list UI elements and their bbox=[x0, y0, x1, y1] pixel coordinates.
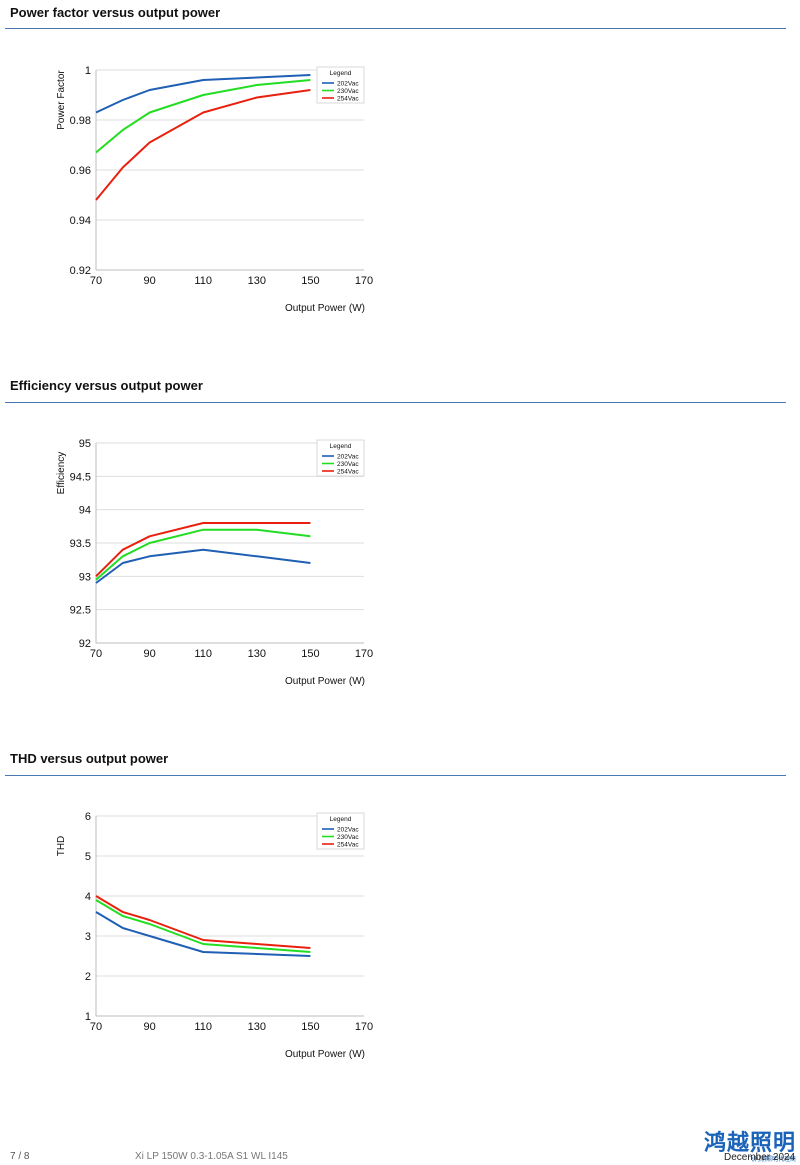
x-tick-label: 170 bbox=[355, 1021, 373, 1033]
legend-label: 254Vac bbox=[337, 841, 359, 848]
document-date: December 2024 bbox=[724, 1152, 796, 1163]
legend-label: 230Vac bbox=[337, 834, 359, 841]
y-axis-label: Power Factor bbox=[56, 70, 67, 130]
y-tick-label: 0.98 bbox=[70, 115, 91, 127]
y-tick-label: 92.5 bbox=[70, 605, 91, 617]
y-tick-label: 93 bbox=[79, 571, 91, 583]
series-line-202vac bbox=[95, 548, 311, 584]
legend-box bbox=[316, 812, 365, 850]
series-line-230vac bbox=[95, 528, 311, 581]
legend-label: 202Vac bbox=[337, 453, 359, 460]
y-axis-label: THD bbox=[56, 836, 67, 857]
y-tick-label: 1 bbox=[85, 65, 91, 77]
x-tick-label: 90 bbox=[143, 648, 155, 660]
series-line-230vac bbox=[95, 899, 311, 953]
y-tick-label: 95 bbox=[79, 438, 91, 450]
legend-title: Legend bbox=[330, 816, 352, 823]
thd-chart: 1 2 3 4 5 6 70 90 110 130 150 170 Output Power (W) TH… bbox=[56, 811, 373, 1060]
legend-label: 230Vac bbox=[337, 88, 359, 95]
x-tick-label: 110 bbox=[194, 275, 212, 287]
y-tick-label: 0.96 bbox=[70, 165, 91, 177]
x-tick-label: 170 bbox=[355, 648, 373, 660]
legend-box bbox=[316, 439, 365, 477]
x-tick-label: 110 bbox=[194, 648, 212, 660]
x-tick-label: 150 bbox=[301, 648, 319, 660]
section-title-power-factor: Power factor versus output power bbox=[10, 5, 221, 20]
logo-text: 鸿越照明 bbox=[704, 1131, 797, 1156]
x-axis-label: Output Power (W) bbox=[285, 303, 365, 314]
x-tick-label: 70 bbox=[90, 648, 102, 660]
legend-label: 202Vac bbox=[337, 80, 359, 87]
x-tick-label: 90 bbox=[143, 275, 155, 287]
logo-subtext: 飞利浦照明代理商 bbox=[747, 1157, 796, 1163]
section-title-efficiency: Efficiency versus output power bbox=[10, 378, 203, 393]
product-name: Xi LP 150W 0.3-1.05A S1 WL I145 bbox=[135, 1151, 288, 1162]
legend-title: Legend bbox=[330, 70, 352, 77]
series-line-254vac bbox=[95, 895, 311, 949]
y-tick-label: 1 bbox=[85, 1011, 91, 1023]
series-line-202vac bbox=[95, 74, 311, 114]
x-tick-label: 130 bbox=[248, 275, 266, 287]
x-axis-label: Output Power (W) bbox=[285, 1049, 365, 1060]
y-tick-label: 94 bbox=[79, 505, 91, 517]
y-tick-label: 2 bbox=[85, 971, 91, 983]
efficiency-chart: 92 92.5 93 93.5 94 94.5 95 70 90 110 130 150 170 Outp… bbox=[56, 438, 373, 687]
page-number: 7 / 8 bbox=[10, 1151, 30, 1162]
section-divider bbox=[5, 775, 786, 776]
legend-label: 254Vac bbox=[337, 468, 359, 475]
series-line-230vac bbox=[95, 79, 311, 154]
legend-box bbox=[316, 66, 365, 104]
x-tick-label: 130 bbox=[248, 648, 266, 660]
x-tick-label: 130 bbox=[248, 1021, 266, 1033]
y-tick-label: 93.5 bbox=[70, 538, 91, 550]
x-axis-label: Output Power (W) bbox=[285, 676, 365, 687]
x-tick-label: 110 bbox=[194, 1021, 212, 1033]
x-tick-label: 170 bbox=[355, 275, 373, 287]
y-tick-label: 3 bbox=[85, 931, 91, 943]
x-tick-label: 70 bbox=[90, 1021, 102, 1033]
y-tick-label: 92 bbox=[79, 638, 91, 650]
x-tick-label: 70 bbox=[90, 275, 102, 287]
y-axis-label: Efficiency bbox=[56, 452, 67, 495]
series-line-254vac bbox=[95, 522, 311, 578]
section-divider bbox=[5, 28, 786, 29]
y-tick-label: 94.5 bbox=[70, 471, 91, 483]
y-tick-label: 6 bbox=[85, 811, 91, 823]
legend-label: 202Vac bbox=[337, 826, 359, 833]
legend-title: Legend bbox=[330, 443, 352, 450]
legend-label: 254Vac bbox=[337, 95, 359, 102]
x-tick-label: 150 bbox=[301, 275, 319, 287]
brand-logo: 鸿越照明 飞利浦照明代理商 bbox=[704, 1131, 797, 1164]
x-tick-label: 90 bbox=[143, 1021, 155, 1033]
series-line-254vac bbox=[95, 89, 311, 201]
legend-label: 230Vac bbox=[337, 461, 359, 468]
section-title-thd: THD versus output power bbox=[10, 751, 169, 766]
y-tick-label: 4 bbox=[85, 891, 91, 903]
section-divider bbox=[5, 402, 786, 403]
y-tick-label: 5 bbox=[85, 851, 91, 863]
series-line-202vac bbox=[95, 911, 311, 957]
y-tick-label: 0.94 bbox=[70, 215, 91, 227]
y-tick-label: 0.92 bbox=[70, 265, 91, 277]
x-tick-label: 150 bbox=[301, 1021, 319, 1033]
